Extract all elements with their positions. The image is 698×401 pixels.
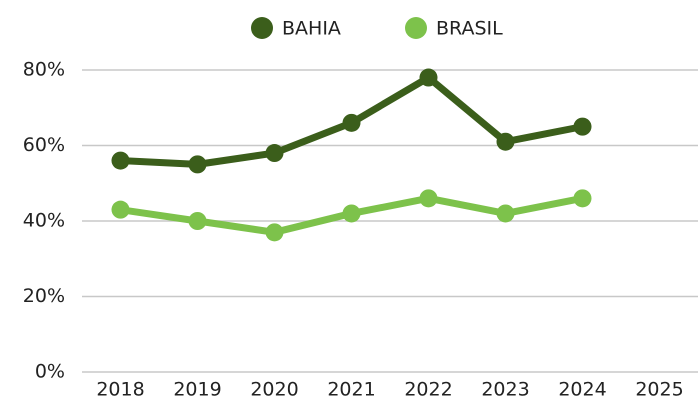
- legend-label: BRASIL: [436, 18, 503, 40]
- y-tick-label: 20%: [23, 285, 65, 307]
- y-tick-label: 80%: [23, 59, 65, 81]
- data-point: [419, 68, 438, 87]
- x-tick-label: 2020: [250, 379, 298, 401]
- data-point: [342, 204, 361, 223]
- y-tick-label: 60%: [23, 134, 65, 156]
- y-tick-label: 0%: [35, 361, 65, 383]
- data-point: [111, 200, 130, 219]
- data-point: [342, 113, 361, 132]
- x-tick-label: 2025: [635, 379, 683, 401]
- x-tick-label: 2018: [96, 379, 144, 401]
- data-point: [573, 117, 592, 136]
- data-point: [573, 189, 592, 208]
- data-point: [111, 151, 130, 170]
- x-tick-label: 2021: [327, 379, 375, 401]
- x-tick-label: 2019: [173, 379, 221, 401]
- y-tick-label: 40%: [23, 210, 65, 232]
- data-point: [188, 155, 207, 174]
- data-point: [496, 132, 515, 151]
- data-point: [419, 189, 438, 208]
- data-point: [188, 212, 207, 230]
- x-tick-label: 2023: [481, 379, 529, 401]
- data-point: [496, 204, 515, 223]
- x-tick-label: 2022: [404, 379, 452, 401]
- x-tick-label: 2024: [558, 379, 606, 401]
- legend-swatch: [251, 17, 273, 39]
- data-point: [265, 223, 284, 242]
- legend-swatch: [405, 17, 427, 39]
- legend-label: BAHIA: [282, 18, 341, 40]
- data-point: [265, 144, 284, 163]
